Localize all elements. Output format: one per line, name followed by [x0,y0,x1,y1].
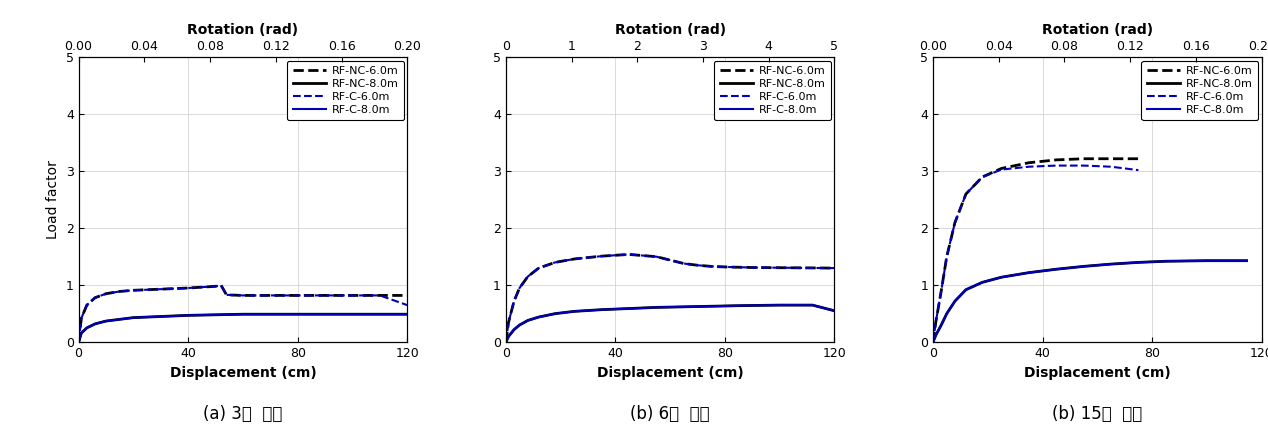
X-axis label: Rotation (rad): Rotation (rad) [615,23,725,37]
X-axis label: Displacement (cm): Displacement (cm) [170,366,316,380]
X-axis label: Rotation (rad): Rotation (rad) [188,23,298,37]
Legend: RF-NC-6.0m, RF-NC-8.0m, RF-C-6.0m, RF-C-8.0m: RF-NC-6.0m, RF-NC-8.0m, RF-C-6.0m, RF-C-… [287,61,404,120]
Text: (b) 6충  모델: (b) 6충 모델 [630,405,710,423]
Legend: RF-NC-6.0m, RF-NC-8.0m, RF-C-6.0m, RF-C-8.0m: RF-NC-6.0m, RF-NC-8.0m, RF-C-6.0m, RF-C-… [1141,61,1258,120]
Legend: RF-NC-6.0m, RF-NC-8.0m, RF-C-6.0m, RF-C-8.0m: RF-NC-6.0m, RF-NC-8.0m, RF-C-6.0m, RF-C-… [714,61,831,120]
Y-axis label: Load factor: Load factor [46,160,60,239]
Text: (b) 15충  모델: (b) 15충 모델 [1052,405,1142,423]
X-axis label: Displacement (cm): Displacement (cm) [1025,366,1170,380]
Text: (a) 3충  모델: (a) 3충 모델 [203,405,283,423]
X-axis label: Displacement (cm): Displacement (cm) [597,366,743,380]
X-axis label: Rotation (rad): Rotation (rad) [1042,23,1153,37]
